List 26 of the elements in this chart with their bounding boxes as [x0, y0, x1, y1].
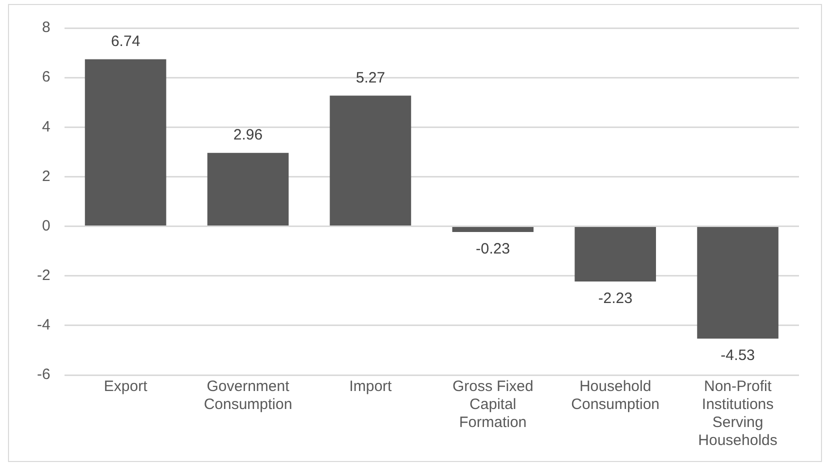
y-tick-label: 0: [42, 217, 50, 234]
data-label: -2.23: [598, 290, 632, 308]
y-tick-label: 4: [42, 118, 50, 136]
data-label: 6.74: [110, 32, 140, 50]
y-tick-label: -4: [36, 316, 50, 334]
bar: [207, 152, 289, 226]
bar: [574, 227, 656, 282]
x-tick-label: Household Consumption: [571, 378, 660, 414]
data-label: -4.53: [720, 347, 755, 364]
x-tick-label: Government Consumption: [204, 378, 292, 414]
data-label: -0.23: [476, 240, 510, 258]
data-label: 2.96: [233, 126, 263, 144]
y-tick-label: 6: [42, 68, 50, 86]
data-label: 5.27: [356, 69, 386, 86]
x-tick-label: Non-Profit Institutions Serving Households: [698, 378, 778, 450]
bar: [330, 96, 412, 226]
y-tick-label: -6: [36, 366, 50, 384]
bar: [697, 227, 778, 339]
x-tick-label: Import: [349, 378, 393, 396]
y-tick-label: 2: [42, 168, 50, 185]
x-tick-label: Gross Fixed Capital Formation: [452, 378, 534, 432]
y-tick-label: -2: [36, 267, 50, 284]
y-tick-label: 8: [42, 19, 50, 36]
bar: [84, 59, 166, 226]
x-tick-label: Export: [104, 378, 148, 396]
bar: [452, 227, 534, 232]
